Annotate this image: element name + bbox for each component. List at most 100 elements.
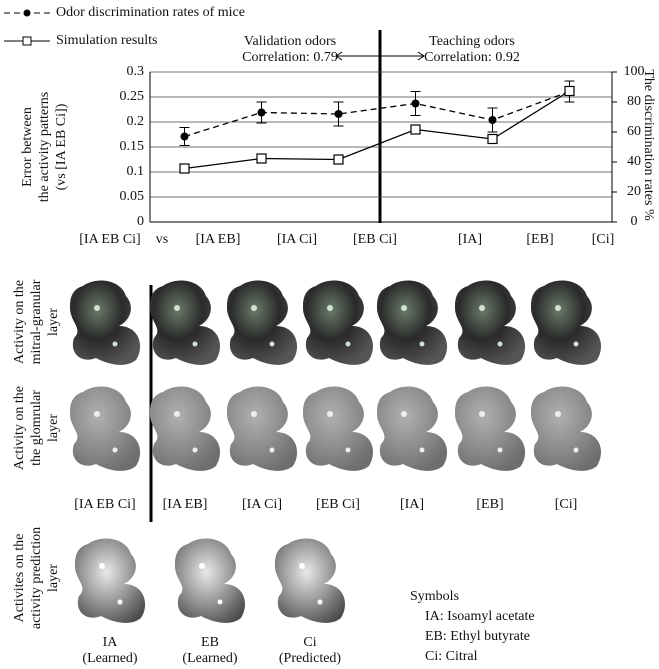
activity-region [303,387,373,471]
marker [565,87,574,96]
activity-map [303,387,373,471]
activity-map [175,539,245,623]
activity-region [227,387,297,471]
activity-spot [113,342,118,347]
activity-map [531,281,601,365]
activity-region [150,387,220,471]
activity-spot [113,448,118,453]
row-label: layer [46,564,61,592]
activity-spot [498,448,503,453]
y-axis-label: Error between [20,107,35,187]
activity-spot [193,342,198,347]
activity-spot [327,305,333,311]
activity-region [455,387,525,471]
reference-label: [IA EB Ci] [79,232,140,247]
y2-tick-label: 0 [631,214,638,229]
x-tick-label: [EB Ci] [353,232,397,247]
activity-spot [94,411,100,417]
activity-spot [574,342,579,347]
activity-map [70,281,140,365]
annotation: Validation odors [244,34,336,49]
y-tick-label: 0 [137,214,144,229]
activity-map [75,539,145,623]
y-tick-label: 0.1 [127,164,145,179]
activity-spot [174,305,180,311]
activity-region [275,539,345,623]
row-label: Activity on the [12,386,27,470]
activity-spot [574,448,579,453]
vs-label: vs [156,232,168,247]
marker [411,125,420,134]
activity-spot [327,411,333,417]
activity-region [377,281,447,365]
y2-axis-label: The discrimination rates % [641,69,656,221]
legend-marker [24,10,31,17]
series-line [185,91,570,169]
y-tick-label: 0.2 [127,114,145,129]
legend-label: Odor discrimination rates of mice [56,5,245,20]
activity-map [377,281,447,365]
x-tick-label: [IA Ci] [277,232,317,247]
y-tick-label: 0.15 [120,139,145,154]
prediction-label: Ci [303,635,316,650]
column-label: [IA] [400,497,424,512]
activity-spot [401,305,407,311]
activity-region [175,539,245,623]
activity-spot [318,600,323,605]
activity-spot [218,600,223,605]
activity-map [531,387,601,471]
y-tick-label: 0.3 [127,64,145,79]
y2-tick-label: 20 [627,184,641,199]
activity-region [70,281,140,365]
activity-region [70,387,140,471]
activity-spot [270,342,275,347]
y2-tick-label: 60 [627,124,641,139]
activity-spot [420,448,425,453]
prediction-label: (Learned) [82,651,138,666]
activity-spot [94,305,100,311]
activity-region [227,281,297,365]
column-label: [EB] [476,497,503,512]
annotation: Teaching odors [429,34,515,49]
activity-region [455,281,525,365]
prediction-label: (Learned) [182,651,238,666]
prediction-label: IA [103,635,119,650]
symbols-title: Symbols [410,589,459,604]
activity-map [455,281,525,365]
figure: 00.050.10.150.20.250.3020406080100Error … [0,0,659,669]
activity-map [303,281,373,365]
y2-tick-label: 40 [627,154,641,169]
y2-tick-label: 80 [627,94,641,109]
activity-spot [346,342,351,347]
marker [334,155,343,164]
activity-map [275,539,345,623]
activity-spot [498,342,503,347]
activity-region [150,281,220,365]
row-label: layer [46,308,61,336]
activity-map [150,281,220,365]
symbol-item: Ci: Citral [425,649,478,664]
activity-spot [174,411,180,417]
activity-spot [270,448,275,453]
activity-spot [555,305,561,311]
activity-spot [479,305,485,311]
series-line [185,92,570,137]
marker [335,110,343,118]
activity-spot [118,600,123,605]
y-axis-label: the activity patterns [37,92,52,202]
y-axis-label: (vs [IA EB Ci]) [54,103,69,190]
symbol-item: EB: Ethyl butyrate [425,629,530,644]
row-label: Activity on the [12,280,27,364]
activity-region [75,539,145,623]
column-label: [EB Ci] [316,497,360,512]
y-tick-label: 0.25 [120,89,145,104]
activity-spot [346,448,351,453]
activity-map [377,387,447,471]
activity-spot [193,448,198,453]
activity-spot [401,411,407,417]
column-label: [IA EB] [163,497,208,512]
activity-spot [479,411,485,417]
activity-map [227,281,297,365]
activity-spot [99,563,105,569]
marker [180,164,189,173]
